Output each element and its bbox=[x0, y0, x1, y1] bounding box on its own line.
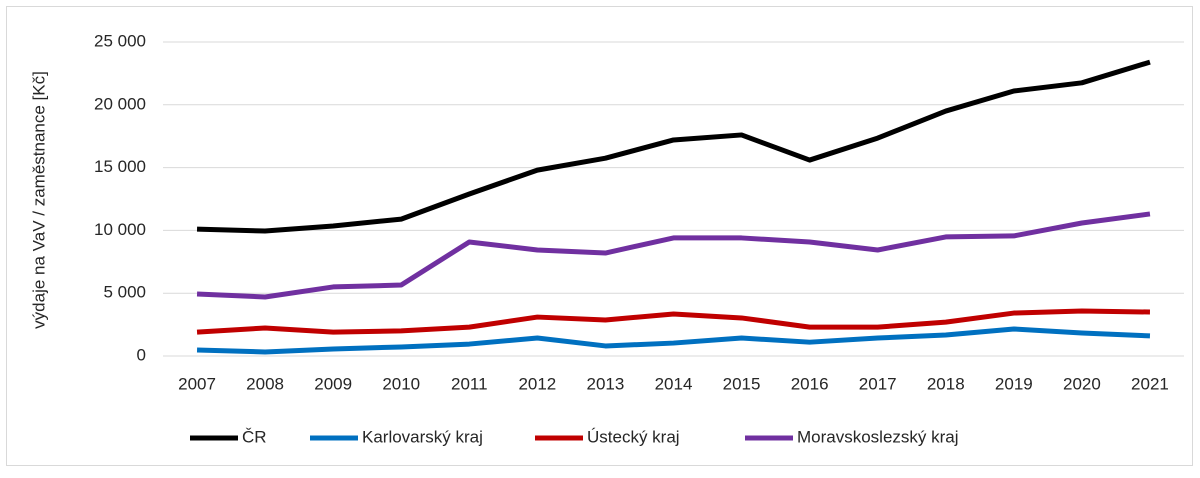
x-tick-label: 2013 bbox=[587, 374, 625, 393]
legend-label: ČR bbox=[242, 427, 267, 446]
x-tick-label: 2010 bbox=[382, 374, 420, 393]
x-tick-label: 2019 bbox=[995, 374, 1033, 393]
line-series bbox=[196, 326, 1151, 355]
x-tick-label: 2008 bbox=[246, 374, 284, 393]
y-tick-label: 0 bbox=[137, 345, 146, 364]
x-tick-label: 2011 bbox=[451, 374, 488, 393]
legend-label: Karlovarský kraj bbox=[362, 427, 483, 446]
x-tick-label: 2014 bbox=[655, 374, 693, 393]
y-tick-label: 5 000 bbox=[103, 283, 146, 302]
y-axis-label: výdaje na VaV / zaměstnance [Kč] bbox=[29, 71, 48, 329]
x-tick-label: 2009 bbox=[314, 374, 352, 393]
y-tick-label: 10 000 bbox=[94, 220, 146, 239]
x-tick-label: 2018 bbox=[927, 374, 965, 393]
x-tick-label: 2017 bbox=[859, 374, 897, 393]
x-tick-label: 2021 bbox=[1131, 374, 1169, 393]
x-tick-label: 2016 bbox=[791, 374, 829, 393]
legend-label: Moravskoslezský kraj bbox=[797, 427, 959, 446]
x-tick-label: 2020 bbox=[1063, 374, 1101, 393]
y-tick-label: 20 000 bbox=[94, 94, 146, 113]
y-tick-label: 15 000 bbox=[94, 157, 146, 176]
legend-label: Ústecký kraj bbox=[587, 427, 680, 446]
y-tick-label: 25 000 bbox=[94, 31, 146, 50]
line-series bbox=[196, 59, 1151, 234]
line-series bbox=[196, 308, 1151, 335]
x-tick-label: 2007 bbox=[178, 374, 216, 393]
x-tick-label: 2012 bbox=[518, 374, 556, 393]
x-tick-label: 2015 bbox=[723, 374, 761, 393]
line-series bbox=[196, 211, 1151, 300]
